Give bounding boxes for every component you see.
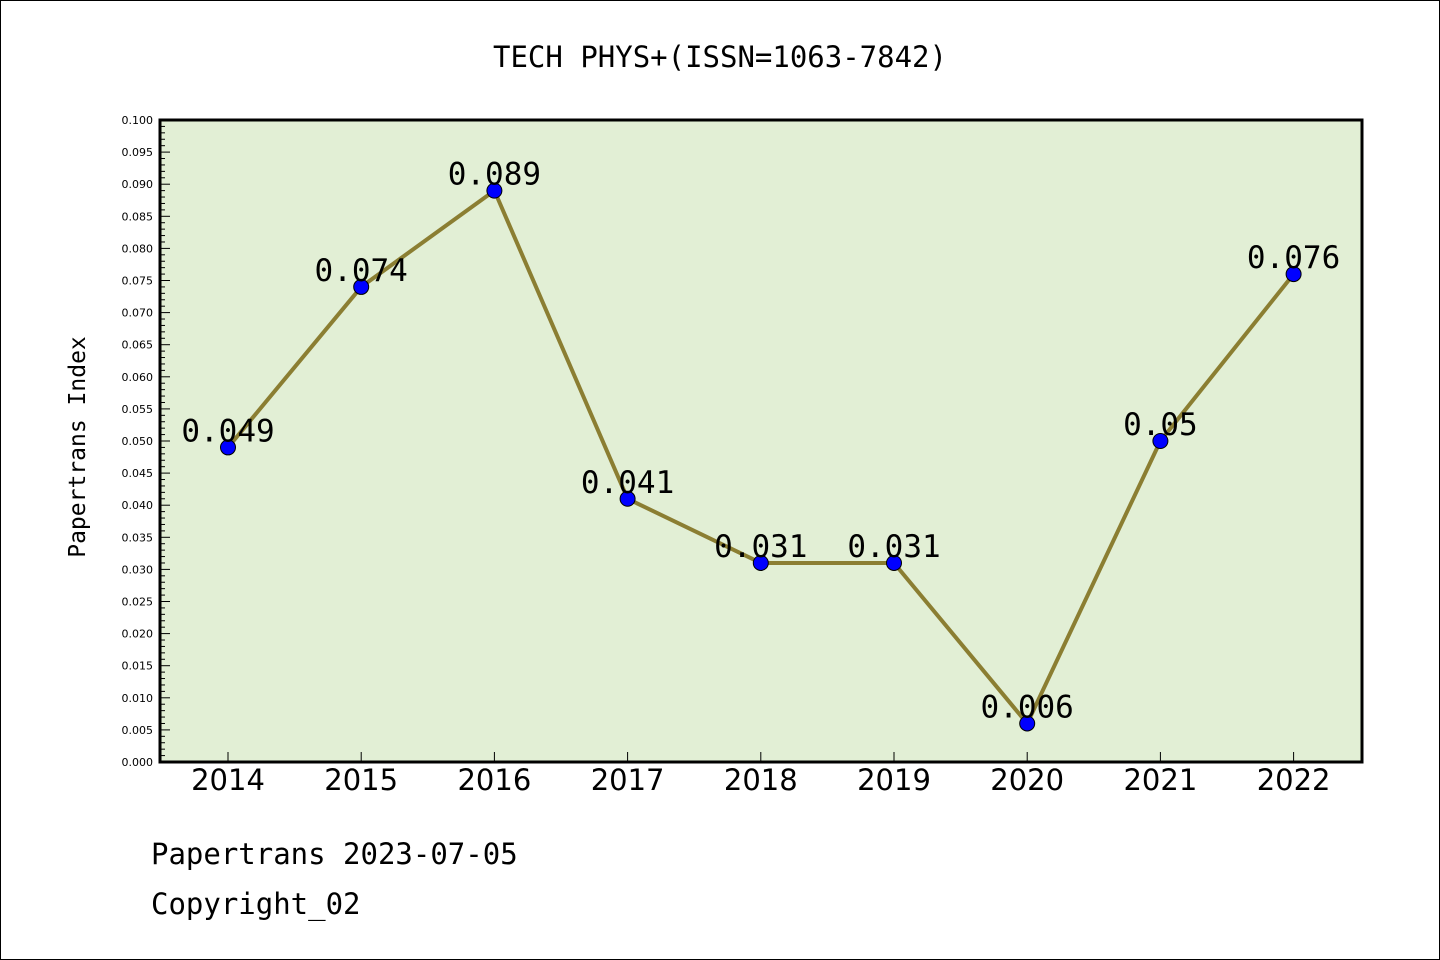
x-tick-label: 2014 (191, 763, 265, 797)
data-point (619, 490, 636, 507)
y-tick-label: 0.100 (122, 114, 154, 127)
data-label: 0.089 (448, 157, 541, 193)
y-tick-label: 0.040 (122, 499, 154, 512)
x-tick-label: 2021 (1123, 763, 1197, 797)
x-tick-label: 2015 (324, 763, 398, 797)
data-point (486, 182, 503, 199)
data-label: 0.041 (581, 465, 674, 501)
data-point (1019, 715, 1036, 732)
y-axis-label: Papertrans Index (65, 336, 91, 558)
chart-title: TECH PHYS+(ISSN=1063-7842) (493, 40, 947, 74)
data-point (353, 278, 370, 295)
plot-frame (158, 118, 1364, 764)
x-tick-label: 2017 (591, 763, 665, 797)
y-tick-label: 0.060 (122, 371, 154, 384)
y-tick-label: 0.075 (122, 275, 154, 288)
data-point (752, 554, 769, 571)
x-tick-label: 2020 (990, 763, 1064, 797)
x-tick-label: 2019 (857, 763, 931, 797)
y-tick-label: 0.020 (122, 628, 154, 641)
y-tick-label: 0.010 (122, 692, 154, 705)
y-tick-label: 0.090 (122, 178, 154, 191)
y-tick-label: 0.055 (122, 403, 154, 416)
y-tick-label: 0.035 (122, 531, 154, 544)
x-tick-label: 2022 (1257, 763, 1331, 797)
x-tick-label: 2018 (724, 763, 798, 797)
y-tick-label: 0.070 (122, 307, 154, 320)
data-point (886, 554, 902, 571)
y-tick-label: 0.080 (122, 242, 154, 255)
y-tick-label: 0.025 (122, 596, 154, 609)
data-point (1285, 266, 1302, 283)
footer-copyright: Copyright_02 (151, 887, 361, 921)
series-markers (220, 182, 1302, 732)
y-tick-label: 0.085 (122, 210, 154, 223)
y-tick-label: 0.045 (122, 467, 154, 480)
data-label: 0.049 (181, 413, 274, 449)
data-label: 0.076 (1247, 240, 1340, 276)
data-label: 0.006 (981, 689, 1074, 725)
y-tick-label: 0.030 (122, 563, 154, 576)
data-label: 0.05 (1123, 407, 1198, 443)
y-tick-label: 0.065 (122, 339, 154, 352)
y-axis-ticks: 0.000 0.005 0.010 0.015 0.020 0.025 0.030 0.035… (122, 114, 170, 769)
y-tick-label: 0.095 (122, 146, 154, 159)
data-label: 0.031 (714, 529, 807, 565)
y-tick-label: 0.000 (122, 756, 154, 769)
data-point (220, 439, 236, 456)
footer-source-date: Papertrans 2023-07-05 (151, 837, 518, 871)
y-tick-label: 0.015 (122, 660, 154, 673)
y-tick-label: 0.005 (122, 724, 154, 737)
data-point (1152, 433, 1169, 449)
data-label: 0.031 (847, 529, 940, 565)
data-label: 0.074 (315, 253, 408, 289)
x-axis-ticks: 2014 2015 2016 2017 2018 2019 2020 2021 2022 (191, 752, 1331, 797)
x-tick-label: 2016 (457, 763, 531, 797)
data-labels: 0.049 0.074 0.089 0.041 0.031 0.031 0.006 0.05 0… (181, 157, 1340, 726)
y-tick-label: 0.050 (122, 435, 154, 448)
